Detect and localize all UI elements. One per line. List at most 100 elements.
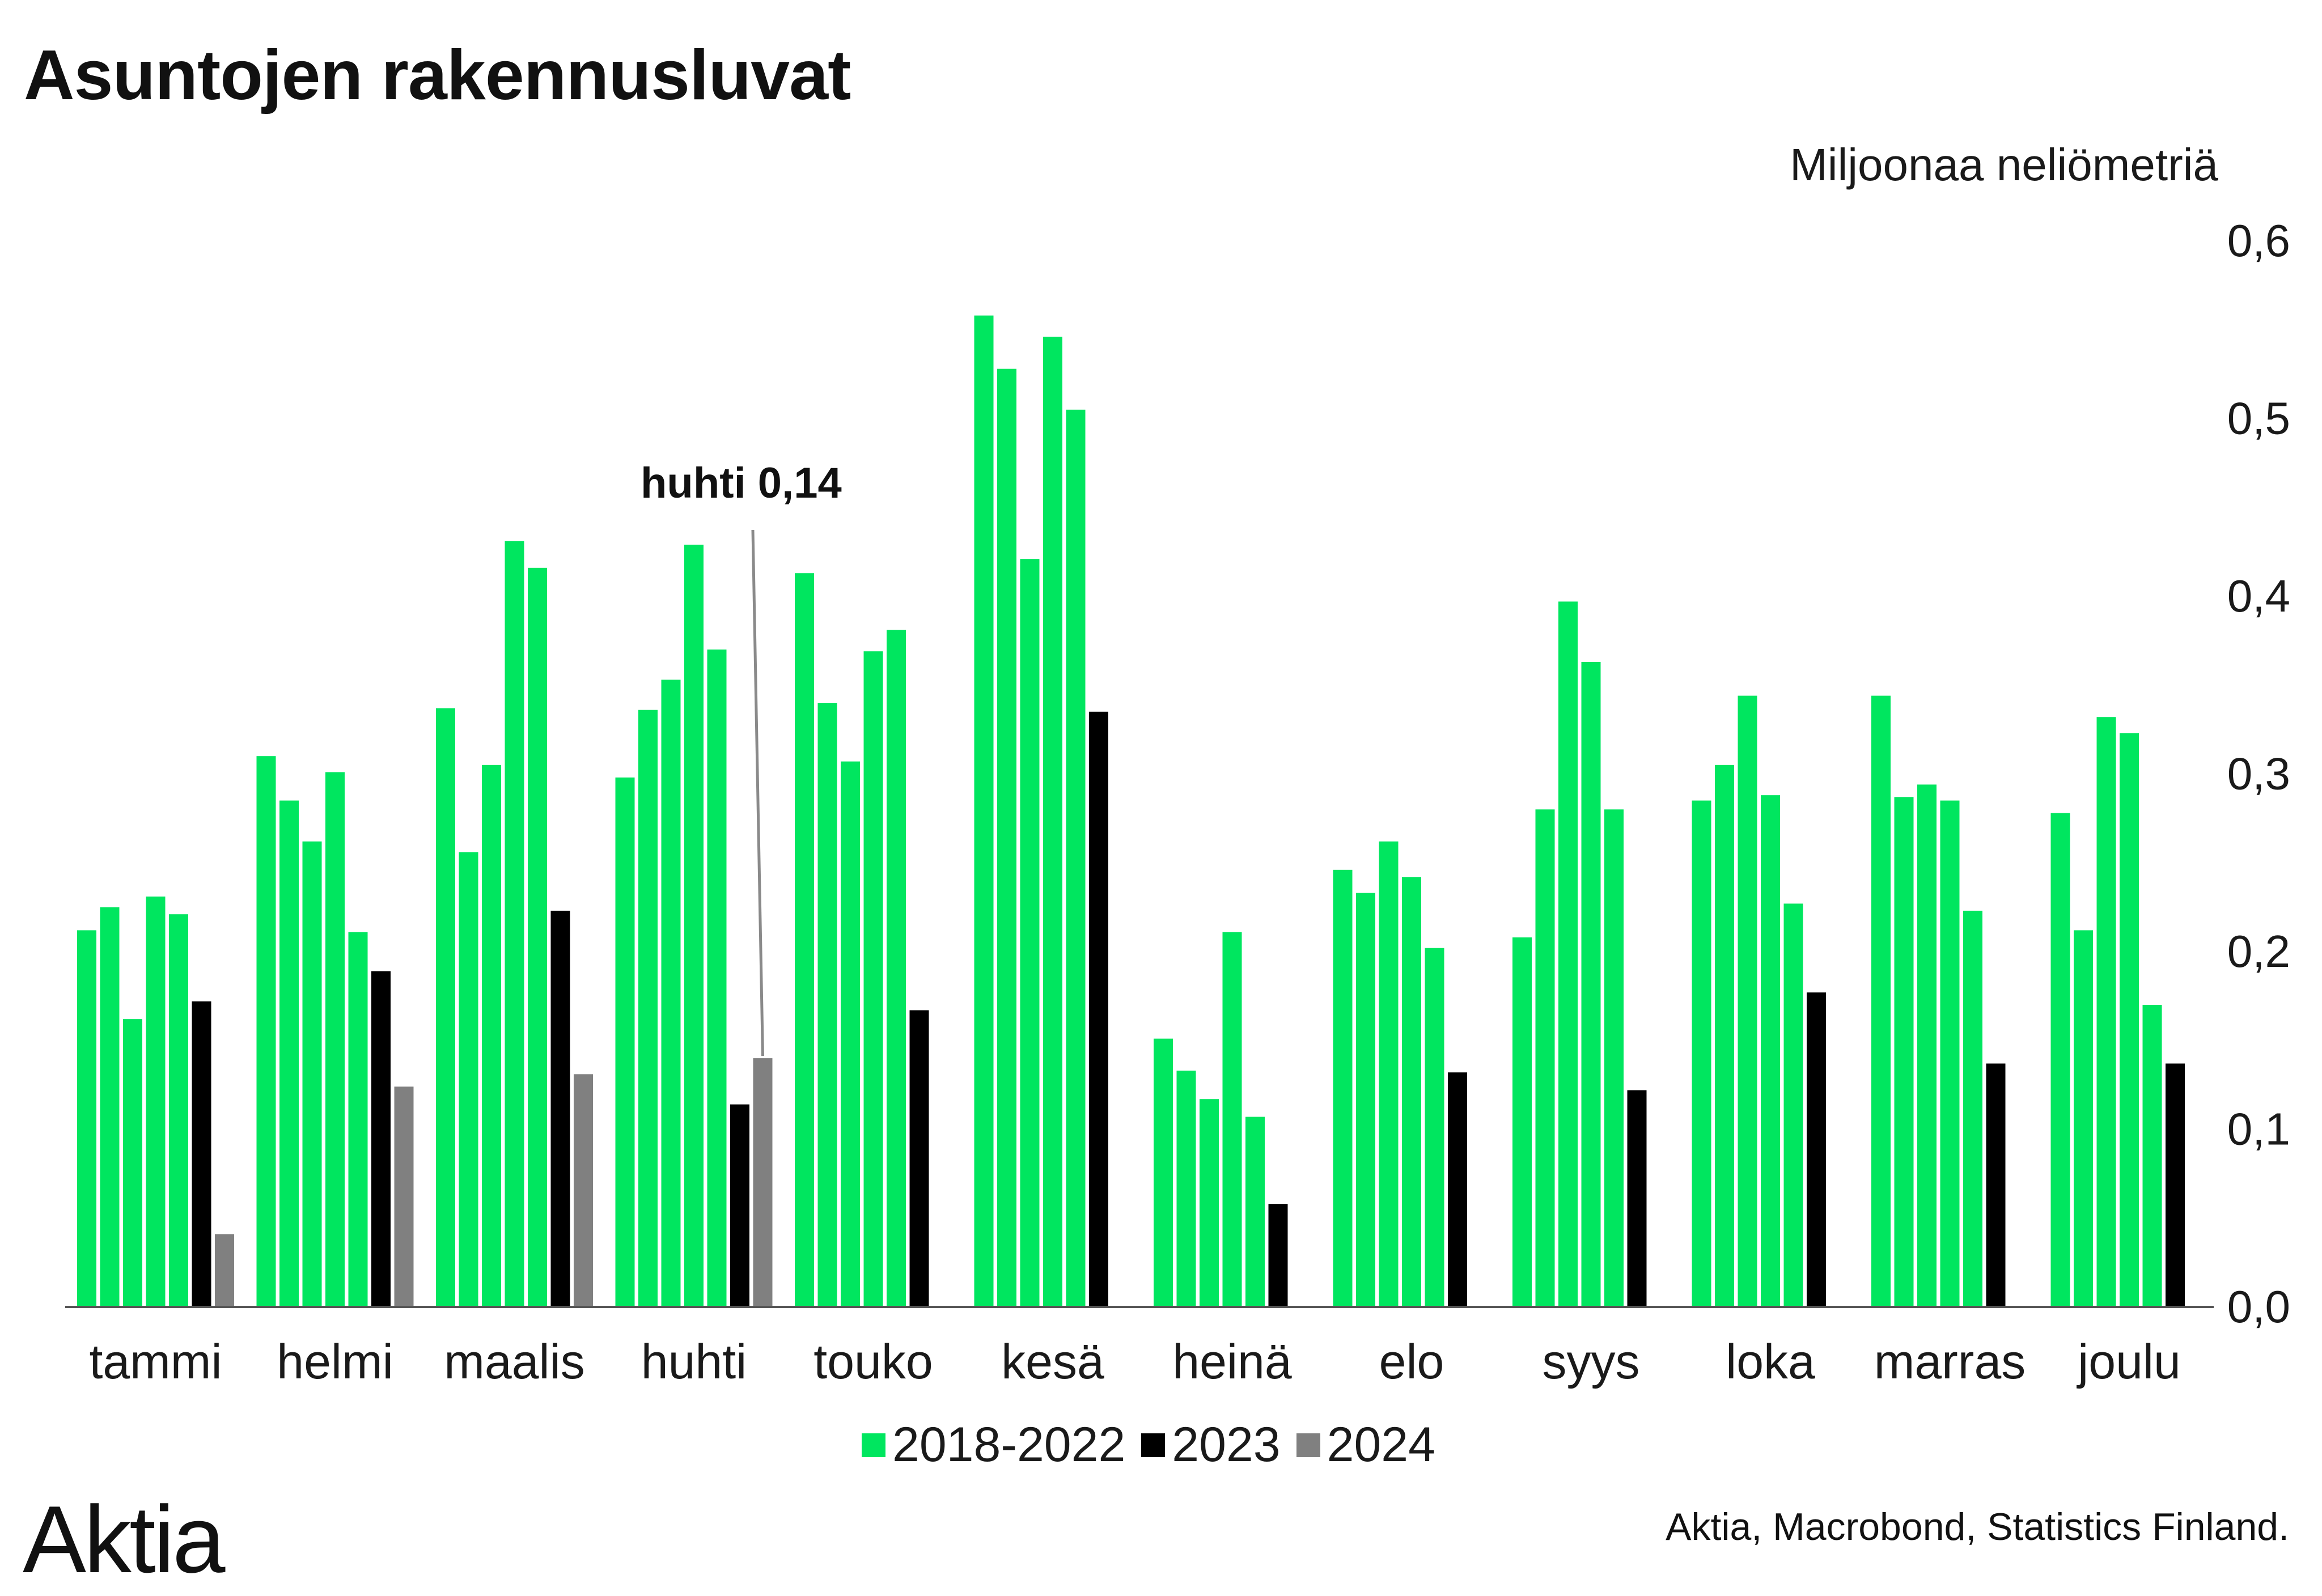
bar-heinä-2018 — [1154, 1038, 1173, 1307]
y-tick-label: 0,1 — [2227, 1104, 2290, 1154]
bar-joulu-2022 — [2142, 1005, 2162, 1307]
x-tick-label-kesä: kesä — [1001, 1335, 1104, 1389]
aktia-logo: Aktia — [23, 1486, 225, 1593]
bar-tammi-2019 — [100, 907, 120, 1307]
bar-kesä-2020 — [1020, 559, 1040, 1307]
bar-tammi-2022 — [169, 914, 188, 1307]
x-tick-label-heinä: heinä — [1172, 1335, 1292, 1389]
bar-syys-2019 — [1535, 809, 1555, 1307]
bar-joulu-2020 — [2096, 717, 2116, 1307]
bar-touko-2021 — [863, 651, 883, 1307]
bar-heinä-2021 — [1222, 932, 1242, 1307]
bar-helmi-2020 — [302, 841, 322, 1307]
bar-joulu-2021 — [2120, 733, 2139, 1307]
y-tick-label: 0,2 — [2227, 926, 2290, 977]
x-tick-label-helmi: helmi — [277, 1335, 393, 1389]
bar-helmi-2023 — [371, 971, 391, 1307]
legend: 2018-2022 2023 2024 — [862, 1417, 1451, 1473]
bar-maalis-2021 — [505, 541, 524, 1308]
legend-item-2018-2022: 2018-2022 — [862, 1417, 1125, 1473]
bar-touko-2023 — [909, 1010, 929, 1307]
x-tick-label-loka: loka — [1726, 1335, 1815, 1389]
bar-tammi-2018 — [77, 930, 96, 1307]
bar-maalis-2019 — [459, 852, 478, 1307]
bar-tammi-2024 — [215, 1234, 234, 1307]
bar-syys-2023 — [1627, 1090, 1647, 1307]
bar-marras-2022 — [1963, 910, 1982, 1307]
bars-group — [77, 315, 2185, 1308]
bar-joulu-2023 — [2166, 1063, 2185, 1307]
legend-label-2024: 2024 — [1327, 1417, 1435, 1472]
legend-item-2024: 2024 — [1296, 1417, 1435, 1473]
x-tick-label-touko: touko — [813, 1335, 933, 1389]
x-tick-label-marras: marras — [1874, 1335, 2026, 1389]
bar-syys-2018 — [1512, 937, 1532, 1307]
bar-marras-2019 — [1894, 797, 1914, 1307]
bar-elo-2019 — [1356, 893, 1375, 1307]
bar-helmi-2022 — [348, 932, 368, 1307]
legend-label-2018-2022: 2018-2022 — [892, 1417, 1126, 1472]
bar-marras-2018 — [1871, 695, 1891, 1307]
bar-elo-2023 — [1448, 1072, 1467, 1307]
bar-syys-2021 — [1581, 661, 1601, 1307]
x-tick-label-maalis: maalis — [444, 1335, 585, 1389]
bar-marras-2021 — [1940, 800, 1960, 1307]
bar-touko-2018 — [795, 573, 814, 1307]
bar-elo-2022 — [1425, 948, 1444, 1307]
y-tick-label: 0,3 — [2227, 749, 2290, 799]
bar-elo-2020 — [1379, 841, 1399, 1307]
bar-touko-2019 — [817, 703, 837, 1307]
bar-elo-2021 — [1402, 877, 1421, 1307]
bar-loka-2020 — [1738, 695, 1757, 1307]
y-tick-label: 0,5 — [2227, 393, 2290, 444]
bar-syys-2022 — [1604, 809, 1624, 1307]
bar-elo-2018 — [1333, 869, 1353, 1307]
y-axis-ticks: 0,0 0,1 0,2 0,3 0,4 0,5 0,6 — [2227, 215, 2290, 1332]
x-tick-label-syys: syys — [1543, 1335, 1640, 1389]
bar-heinä-2019 — [1176, 1071, 1196, 1307]
bar-kesä-2021 — [1043, 337, 1062, 1307]
bar-tammi-2021 — [146, 896, 166, 1307]
legend-swatch-2023 — [1141, 1433, 1166, 1457]
bar-loka-2023 — [1807, 992, 1826, 1307]
bar-maalis-2022 — [528, 567, 547, 1307]
bar-heinä-2020 — [1200, 1099, 1219, 1307]
bar-loka-2018 — [1692, 800, 1711, 1307]
x-tick-label-elo: elo — [1379, 1335, 1444, 1389]
annotation-label: huhti 0,14 — [641, 459, 842, 507]
x-tick-label-joulu: joulu — [2076, 1335, 2181, 1389]
x-tick-label-tammi: tammi — [89, 1335, 222, 1389]
y-axis-unit-label: Miljoonaa neliömetriä — [1790, 139, 2218, 190]
bar-maalis-2024 — [574, 1074, 593, 1307]
bar-helmi-2018 — [256, 756, 276, 1307]
bar-helmi-2019 — [279, 800, 299, 1307]
bar-kesä-2018 — [974, 315, 994, 1308]
bar-huhti-2022 — [707, 650, 727, 1307]
x-axis-labels: tammi helmi maalis huhti touko kesä heinä elo sy… — [89, 1335, 2180, 1389]
bar-huhti-2019 — [638, 710, 658, 1307]
bar-huhti-2024 — [753, 1058, 773, 1307]
source-note: Aktia, Macrobond, Statistics Finland. — [1666, 1505, 2289, 1548]
y-tick-label: 0,0 — [2227, 1281, 2290, 1332]
legend-swatch-2018-2022 — [862, 1433, 885, 1457]
bar-marras-2020 — [1917, 784, 1937, 1307]
bar-heinä-2023 — [1268, 1204, 1288, 1307]
bar-helmi-2021 — [325, 772, 345, 1307]
bar-touko-2022 — [887, 630, 906, 1307]
bar-loka-2022 — [1783, 903, 1803, 1307]
x-tick-label-huhti: huhti — [641, 1335, 747, 1389]
bar-touko-2020 — [841, 761, 860, 1307]
bar-marras-2023 — [1986, 1063, 2006, 1307]
bar-maalis-2020 — [482, 765, 501, 1307]
bar-heinä-2022 — [1245, 1117, 1265, 1307]
bar-kesä-2019 — [997, 368, 1016, 1307]
bar-huhti-2020 — [661, 680, 681, 1307]
chart-title: Asuntojen rakennusluvat — [24, 36, 851, 114]
bar-maalis-2018 — [436, 708, 455, 1307]
bar-helmi-2024 — [394, 1086, 414, 1307]
legend-label-2023: 2023 — [1172, 1417, 1281, 1472]
legend-item-2023: 2023 — [1141, 1417, 1281, 1473]
bar-huhti-2021 — [684, 545, 704, 1308]
annotation-group: huhti 0,14 — [641, 459, 842, 1056]
